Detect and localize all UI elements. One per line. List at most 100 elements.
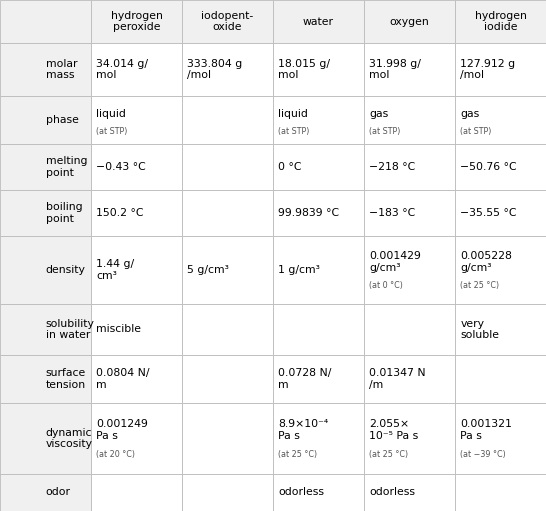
Text: boiling
point: boiling point [45,202,82,224]
Text: gas: gas [460,109,480,119]
Text: surface
tension: surface tension [45,368,86,390]
Bar [455,43,546,96]
Bar [0,96,91,145]
Text: (at STP): (at STP) [97,127,128,136]
Text: 34.014 g/
mol: 34.014 g/ mol [97,59,149,80]
Bar [273,304,364,355]
Text: dynamic
viscosity: dynamic viscosity [45,428,92,449]
Text: density: density [45,265,85,275]
Bar [455,96,546,145]
Text: odorless: odorless [370,487,416,497]
Text: 1.44 g/
cm³: 1.44 g/ cm³ [97,259,134,281]
Bar [273,96,364,145]
Text: 333.804 g
/mol: 333.804 g /mol [187,59,243,80]
Bar [0,236,91,304]
Bar [0,190,91,236]
Text: 0.001249
Pa s: 0.001249 Pa s [97,420,149,441]
Text: solubility
in water: solubility in water [45,319,94,340]
Bar [182,145,273,190]
Bar [364,96,455,145]
Text: (at STP): (at STP) [460,127,492,136]
Bar [0,474,91,511]
Bar [0,404,91,474]
Text: 0 °C: 0 °C [278,162,302,172]
Text: molar
mass: molar mass [45,59,77,80]
Text: oxygen: oxygen [390,17,429,27]
Text: 0.0804 N/
m: 0.0804 N/ m [97,368,150,390]
Bar [182,0,273,43]
Bar [91,145,182,190]
Text: 8.9×10⁻⁴
Pa s: 8.9×10⁻⁴ Pa s [278,420,329,441]
Text: (at −39 °C): (at −39 °C) [460,450,506,459]
Bar [91,96,182,145]
Bar [273,190,364,236]
Bar [182,355,273,404]
Bar [0,355,91,404]
Text: odorless: odorless [278,487,324,497]
Text: liquid: liquid [97,109,126,119]
Text: (at STP): (at STP) [278,127,310,136]
Text: liquid: liquid [278,109,308,119]
Bar [91,43,182,96]
Text: 5 g/cm³: 5 g/cm³ [187,265,229,275]
Text: (at STP): (at STP) [370,127,401,136]
Text: 31.998 g/
mol: 31.998 g/ mol [370,59,422,80]
Bar [364,474,455,511]
Bar [364,145,455,190]
Text: odor: odor [45,487,70,497]
Text: −0.43 °C: −0.43 °C [97,162,146,172]
Text: hydrogen
peroxide: hydrogen peroxide [110,11,163,33]
Text: melting
point: melting point [45,156,87,178]
Bar [91,304,182,355]
Text: gas: gas [370,109,389,119]
Bar [91,404,182,474]
Text: (at 25 °C): (at 25 °C) [460,281,500,290]
Bar [364,43,455,96]
Bar [182,404,273,474]
Bar [455,474,546,511]
Bar [0,0,91,43]
Text: −218 °C: −218 °C [370,162,416,172]
Text: (at 25 °C): (at 25 °C) [370,450,408,459]
Text: 0.0728 N/
m: 0.0728 N/ m [278,368,332,390]
Bar [91,0,182,43]
Bar [455,0,546,43]
Text: 150.2 °C: 150.2 °C [97,208,144,218]
Text: 2.055×
10⁻⁵ Pa s: 2.055× 10⁻⁵ Pa s [370,420,419,441]
Bar [455,304,546,355]
Bar [455,355,546,404]
Text: −35.55 °C: −35.55 °C [460,208,517,218]
Text: miscible: miscible [97,324,141,335]
Bar [455,145,546,190]
Bar [273,355,364,404]
Text: phase: phase [45,115,79,125]
Bar [455,404,546,474]
Bar [273,0,364,43]
Bar [91,355,182,404]
Bar [364,404,455,474]
Bar [273,404,364,474]
Text: water: water [303,17,334,27]
Bar [91,236,182,304]
Bar [182,304,273,355]
Bar [182,236,273,304]
Bar [364,304,455,355]
Text: 0.001321
Pa s: 0.001321 Pa s [460,420,512,441]
Text: hydrogen
iodide: hydrogen iodide [474,11,526,33]
Bar [0,43,91,96]
Bar [364,355,455,404]
Bar [0,304,91,355]
Text: 0.001429
g/cm³: 0.001429 g/cm³ [370,251,422,273]
Text: 18.015 g/
mol: 18.015 g/ mol [278,59,330,80]
Text: iodopent-
oxide: iodopent- oxide [201,11,254,33]
Bar [91,474,182,511]
Text: 0.01347 N
/m: 0.01347 N /m [370,368,426,390]
Bar [182,96,273,145]
Bar [455,190,546,236]
Text: (at 0 °C): (at 0 °C) [370,281,403,290]
Bar [273,474,364,511]
Bar [364,0,455,43]
Bar [182,43,273,96]
Bar [455,236,546,304]
Bar [273,236,364,304]
